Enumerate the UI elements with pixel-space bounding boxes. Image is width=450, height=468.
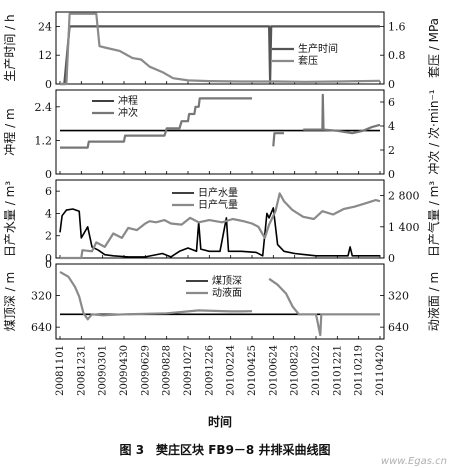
right-axis-label: 日产气量 / m³ bbox=[426, 181, 441, 257]
x-tick-label: 20090828 bbox=[162, 345, 173, 396]
legend-label: 套压 bbox=[298, 54, 318, 67]
x-tick-label: 20110219 bbox=[354, 345, 365, 396]
right-tick-label: 2 bbox=[388, 144, 395, 157]
left-tick-label: 2 bbox=[45, 230, 52, 243]
legend-label: 日产水量 bbox=[198, 186, 238, 199]
right-tick-label: 1 400 bbox=[388, 221, 420, 234]
right-tick-label: 0 bbox=[388, 168, 395, 181]
left-tick-label: 12 bbox=[38, 49, 52, 62]
right-axis-label: 套压 / MPa bbox=[427, 18, 441, 78]
right-tick-label: 0 bbox=[388, 78, 395, 91]
left-tick-label: 2.4 bbox=[35, 101, 53, 114]
x-tick-label: 20101221 bbox=[332, 345, 343, 396]
legend-label: 煤顶深 bbox=[212, 274, 242, 287]
legend-label: 冲程 bbox=[118, 94, 138, 107]
right-tick-label: 0.8 bbox=[388, 49, 406, 62]
x-tick-label: 20091027 bbox=[183, 345, 194, 396]
x-tick-label: 20081101 bbox=[55, 345, 66, 396]
x-axis-label: 时间 bbox=[208, 414, 232, 429]
series-line-2 bbox=[59, 270, 380, 337]
left-axis-label: 生产时间 / h bbox=[3, 14, 17, 81]
left-axis-label: 冲程 / m bbox=[2, 108, 17, 155]
panel-frame bbox=[55, 89, 385, 175]
x-tick-label: 20100823 bbox=[290, 345, 301, 396]
x-tick-label: 20090430 bbox=[119, 345, 130, 396]
x-tick-label: 20081231 bbox=[76, 345, 87, 396]
panel-frame bbox=[55, 11, 385, 85]
right-tick-label: 1.6 bbox=[388, 20, 406, 33]
right-tick-label: 640 bbox=[388, 321, 409, 334]
left-tick-label: 0 bbox=[45, 258, 52, 271]
left-tick-label: 0 bbox=[45, 252, 52, 265]
legend-label: 生产时间 bbox=[298, 42, 338, 55]
series-line-1 bbox=[60, 25, 380, 86]
watermark: www.Egas.cn bbox=[381, 456, 447, 467]
left-tick-label: 1.2 bbox=[35, 134, 53, 147]
figure-caption: 图 3 樊庄区块 FB9－8 井排采曲线图 bbox=[120, 442, 331, 457]
left-tick-label: 0 bbox=[45, 168, 52, 181]
right-tick-label: 0 bbox=[388, 252, 395, 265]
x-tick-label: 20090301 bbox=[98, 345, 109, 396]
x-tick-label: 20090629 bbox=[140, 345, 151, 396]
right-tick-label: 2 800 bbox=[388, 190, 420, 203]
left-tick-label: 24 bbox=[38, 20, 52, 33]
right-tick-label: 4 bbox=[388, 120, 395, 133]
legend-label: 冲次 bbox=[118, 106, 138, 119]
legend-label: 日产气量 bbox=[198, 198, 238, 211]
series-line-1 bbox=[59, 207, 380, 258]
right-tick-label: 6 bbox=[388, 96, 395, 109]
x-tick-label: 20100425 bbox=[247, 345, 258, 396]
series-line-2 bbox=[60, 12, 381, 86]
left-tick-label: 320 bbox=[31, 290, 52, 303]
left-axis-label: 煤顶深 / m bbox=[3, 272, 17, 331]
x-tick-label: 20101022 bbox=[311, 345, 322, 396]
right-axis-label: 冲次 / 次·min⁻¹ bbox=[426, 89, 441, 174]
right-tick-label: 320 bbox=[388, 290, 409, 303]
panel-frame bbox=[55, 179, 385, 259]
left-tick-label: 640 bbox=[31, 321, 52, 334]
series-line-2 bbox=[60, 93, 381, 149]
panel-3: 0 2 4 6 0 1 400 2 800 日产水量 / m³ 日产气量 / m³ 日产水量日产气… bbox=[3, 179, 441, 265]
x-tick-label: 20110420 bbox=[375, 345, 386, 396]
x-tick-label: 20091226 bbox=[204, 345, 215, 396]
legend-label: 动液面 bbox=[212, 286, 242, 299]
left-tick-label: 4 bbox=[45, 207, 52, 220]
left-tick-label: 0 bbox=[45, 78, 52, 91]
x-tick-label: 20100224 bbox=[226, 345, 237, 396]
left-axis-label: 日产水量 / m³ bbox=[3, 181, 17, 257]
left-tick-label: 6 bbox=[45, 185, 52, 198]
right-axis-label: 动液面 / m bbox=[426, 272, 441, 331]
x-tick-label: 20100624 bbox=[268, 345, 279, 396]
series-line-2 bbox=[60, 192, 381, 260]
panel-frame bbox=[55, 263, 385, 340]
